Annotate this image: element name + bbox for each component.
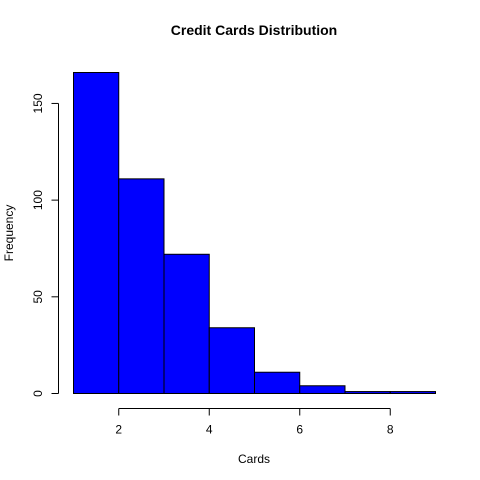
x-tick-label: 4: [206, 423, 213, 437]
y-tick-label: 0: [31, 390, 45, 397]
histogram-bar-8: [389, 391, 436, 394]
x-tick-label: 8: [387, 423, 394, 437]
histogram-bar-2: [118, 178, 165, 394]
y-axis-label: Frequency: [2, 205, 16, 262]
y-tick-label: 50: [31, 290, 45, 304]
x-tick-label: 2: [115, 423, 122, 437]
x-axis: 2 4 6 8: [115, 408, 394, 437]
x-axis-label: Cards: [238, 452, 270, 466]
histogram-bar-6: [299, 385, 346, 394]
histogram-bar-1: [73, 72, 120, 394]
y-axis: 0 50 100 150: [31, 93, 59, 397]
chart-title: Credit Cards Distribution: [171, 22, 337, 38]
y-tick-label: 100: [31, 190, 45, 210]
histogram-bar-7: [344, 391, 391, 394]
x-tick-label: 6: [296, 423, 303, 437]
y-tick-label: 150: [31, 93, 45, 113]
histogram-bar-5: [254, 371, 301, 394]
bars-group: [73, 72, 436, 395]
histogram-bar-4: [208, 327, 255, 395]
histogram-bar-3: [163, 253, 210, 394]
